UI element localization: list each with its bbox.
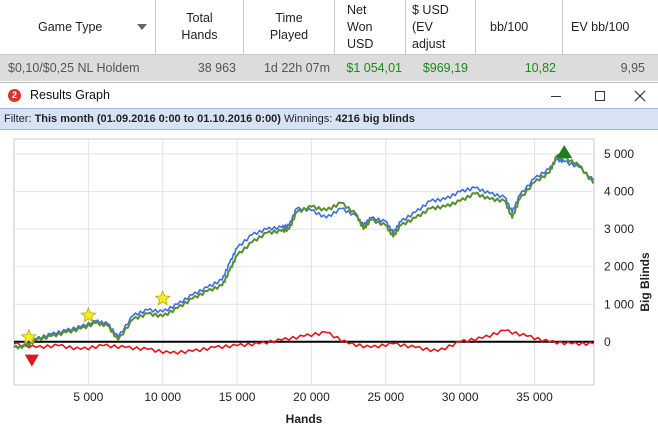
maximize-icon: [595, 90, 605, 101]
column-header-bb100[interactable]: bb/100: [476, 0, 563, 54]
y-tick-label: 1 000: [604, 297, 634, 311]
high-point-marker: [556, 145, 573, 159]
star-marker: [80, 306, 97, 323]
table-row[interactable]: $0,10/$0,25 NL Holdem 38 963 1d 22h 07m …: [0, 55, 658, 81]
window-title: Results Graph: [30, 88, 110, 102]
chart-markers: [20, 145, 573, 367]
star-marker: [154, 290, 171, 306]
column-header-ev-bb100[interactable]: EV bb/100: [571, 19, 630, 34]
y-tick-label: 2 000: [604, 260, 634, 274]
column-header-total-hands[interactable]: Total Hands: [156, 0, 244, 54]
filter-label: Filter:: [4, 113, 32, 125]
chart-series: [13, 153, 595, 355]
x-tick-label: 20 000: [293, 390, 330, 404]
filter-bar: Filter: This month (01.09.2016 0:00 to 0…: [0, 108, 658, 130]
maximize-button[interactable]: [580, 83, 620, 108]
series-line-non_showdown: [13, 329, 594, 355]
minimize-button[interactable]: [536, 83, 576, 108]
window-titlebar[interactable]: 2 Results Graph: [0, 82, 658, 108]
column-header-ev-adjusted[interactable]: $ USD (EV adjust: [406, 0, 476, 54]
x-tick-label: 35 000: [516, 390, 553, 404]
table-header-row: Game Type Total Hands Time Played Net Wo…: [0, 0, 658, 55]
star-marker: [20, 328, 38, 345]
y-tick-label: 5 000: [604, 147, 634, 161]
results-table: Game Type Total Hands Time Played Net Wo…: [0, 0, 658, 81]
x-tick-label: 25 000: [367, 390, 404, 404]
y-tick-label: 0: [604, 335, 611, 349]
minimize-icon: [551, 95, 561, 97]
y-tick-label: 4 000: [604, 185, 634, 199]
close-button[interactable]: [620, 83, 658, 108]
series-line-winnings: [13, 153, 595, 350]
results-graph-chart[interactable]: 5 000 10 000 15 000 20 000 25 000 30 000 35 00…: [0, 129, 658, 428]
winnings-label: Winnings:: [284, 113, 333, 125]
plot-area: [13, 138, 595, 386]
cell-ev-adjusted: $969,19: [422, 61, 468, 75]
x-tick-label: 30 000: [442, 390, 479, 404]
close-icon: [634, 90, 646, 101]
column-header-time-played[interactable]: Time Played: [244, 0, 335, 54]
chart-grid: [13, 138, 595, 386]
column-header-game-type[interactable]: Game Type: [0, 0, 156, 54]
cell-ev-bb100: 9,95: [620, 61, 645, 75]
cell-net-won: $1 054,01: [346, 61, 402, 75]
cell-bb100: 10,82: [524, 61, 556, 75]
cell-total-hands: 38 963: [197, 61, 236, 75]
sort-dropdown-icon[interactable]: [137, 24, 147, 30]
app-badge-icon: 2: [8, 89, 21, 102]
column-header-net-won[interactable]: Net Won USD: [335, 0, 406, 54]
y-axis-label: Big Blinds: [638, 252, 652, 312]
low-point-marker: [24, 354, 39, 367]
winnings-value: 4216 big blinds: [335, 113, 415, 125]
chart-axes: 5 000 10 000 15 000 20 000 25 000 30 000 35 00…: [73, 147, 652, 426]
x-tick-label: 15 000: [219, 390, 256, 404]
cell-time-played: 1d 22h 07m: [263, 61, 330, 75]
x-tick-label: 5 000: [73, 390, 103, 404]
x-axis-label: Hands: [286, 412, 323, 426]
y-tick-label: 3 000: [604, 222, 634, 236]
filter-value: This month (01.09.2016 0:00 to 01.10.201…: [34, 113, 281, 125]
x-tick-label: 10 000: [144, 390, 181, 404]
cell-game-type: $0,10/$0,25 NL Holdem: [8, 61, 140, 75]
